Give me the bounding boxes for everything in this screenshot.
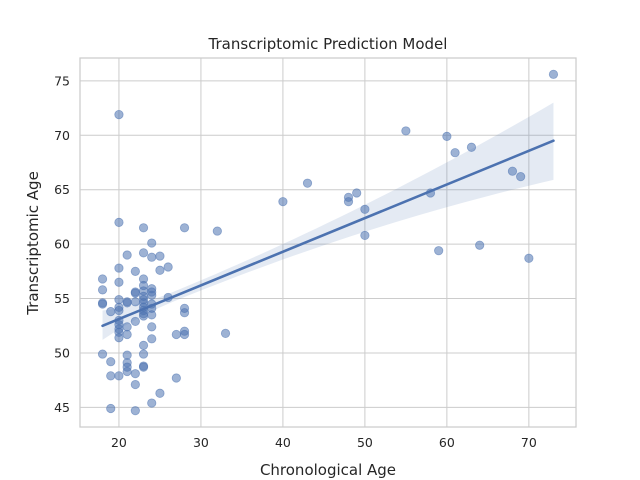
data-point [179, 308, 190, 318]
x-tick-label: 40 [275, 435, 291, 450]
data-point [179, 223, 190, 233]
data-point [171, 329, 181, 340]
data-point [138, 311, 149, 321]
data-point [106, 357, 116, 367]
data-point [147, 322, 157, 332]
x-tick-label: 70 [521, 435, 537, 450]
data-point [106, 307, 116, 317]
data-point [147, 334, 157, 344]
data-point [130, 369, 140, 379]
data-point [360, 204, 370, 214]
data-point [122, 350, 132, 360]
data-point [114, 295, 124, 305]
y-tick-label: 65 [54, 182, 70, 197]
data-point [130, 316, 140, 327]
data-point [147, 398, 157, 408]
data-point [106, 403, 116, 414]
regression-line [101, 139, 555, 328]
data-point [122, 322, 132, 332]
data-point [220, 328, 231, 338]
data-point [138, 340, 149, 350]
data-point [114, 305, 124, 316]
data-point [114, 371, 124, 381]
data-point [524, 253, 534, 263]
data-point [179, 329, 190, 340]
data-point [138, 362, 149, 372]
data-point [130, 288, 140, 298]
plot-area [79, 57, 577, 428]
data-point [163, 262, 173, 272]
data-point [516, 172, 526, 182]
data-point [434, 246, 444, 256]
data-point [401, 126, 411, 136]
data-point [450, 148, 460, 158]
data-point [114, 217, 124, 227]
data-point [475, 240, 485, 250]
y-tick-label: 60 [54, 237, 70, 252]
grid-lines [80, 58, 576, 427]
data-point [114, 110, 124, 120]
x-tick-label: 50 [357, 435, 373, 450]
data-point [278, 197, 288, 207]
data-point [548, 69, 559, 79]
x-axis-ticks: 20 30 40 50 60 70 [111, 435, 537, 450]
y-axis-ticks: 45 50 55 60 65 70 75 [54, 73, 70, 415]
data-point [343, 197, 354, 207]
data-point [155, 265, 165, 275]
data-point [147, 290, 157, 300]
data-point [114, 277, 124, 287]
y-tick-label: 70 [54, 128, 70, 143]
data-point [122, 250, 132, 260]
y-tick-label: 50 [54, 345, 70, 360]
x-tick-label: 60 [439, 435, 455, 450]
y-tick-label: 45 [54, 400, 70, 415]
data-point [130, 379, 140, 390]
data-point [147, 310, 157, 320]
data-point [114, 263, 124, 273]
data-point [212, 226, 222, 236]
data-point [122, 298, 132, 308]
data-point [97, 285, 108, 295]
x-tick-label: 20 [111, 435, 127, 450]
y-tick-label: 55 [54, 291, 70, 306]
data-point [122, 366, 132, 377]
data-point [155, 388, 165, 398]
y-axis-label: Transcriptomic Age [24, 171, 42, 316]
data-point [352, 188, 362, 198]
data-point [97, 274, 108, 284]
data-point [97, 299, 108, 309]
data-point [138, 349, 149, 359]
data-point [507, 166, 518, 176]
data-points [97, 69, 559, 416]
data-point [360, 230, 370, 241]
data-point [138, 248, 149, 258]
x-axis-label: Chronological Age [260, 461, 396, 479]
data-point [130, 297, 140, 307]
data-point [147, 238, 157, 248]
chart-title: Transcriptomic Prediction Model [208, 35, 448, 53]
data-point [466, 142, 477, 152]
data-point [147, 252, 157, 262]
data-point [114, 333, 124, 343]
y-tick-label: 75 [54, 73, 70, 88]
data-point [106, 371, 116, 381]
data-point [171, 373, 181, 383]
data-point [302, 178, 313, 188]
data-point [155, 251, 165, 261]
data-point [130, 406, 140, 416]
plot-background [79, 57, 577, 428]
x-tick-label: 30 [193, 435, 209, 450]
data-point [130, 266, 140, 276]
data-point [138, 223, 149, 233]
data-point [122, 329, 132, 340]
data-point [97, 349, 108, 359]
data-point [442, 131, 452, 141]
